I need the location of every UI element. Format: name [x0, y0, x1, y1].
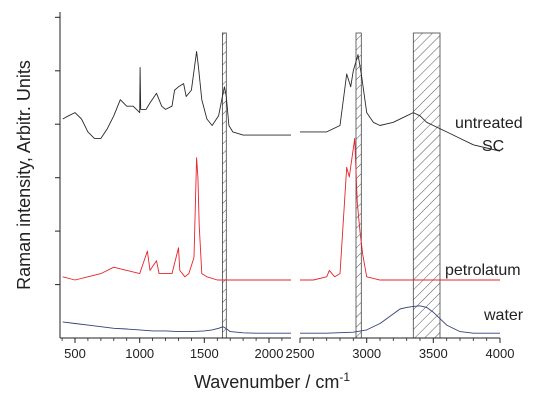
water-label: water	[483, 307, 524, 324]
highlight-region-3	[412, 32, 441, 339]
x-tick-label-2500: 2500	[286, 346, 315, 361]
x-tick-label-4000: 4000	[486, 346, 515, 361]
x-tick-label-1000: 1000	[125, 346, 154, 361]
petrolatum-label: petrolatum	[445, 262, 521, 279]
untreated-label-line1: untreated	[455, 115, 523, 132]
x-tick-label-1500: 1500	[190, 346, 219, 361]
axes: 500 1000 1500 2000 2500 3000 3500 4000	[55, 12, 514, 361]
y-axis-title: Raman intensity, Arbitr. Units	[14, 60, 34, 290]
x-axis-title-text: Wavenumber / cm	[194, 372, 339, 392]
x-axis-ticks: 500 1000 1500 2000 2500 3000 3500 4000	[61, 338, 515, 361]
x-tick-label-2000: 2000	[255, 346, 284, 361]
series-line-water-segment-2	[300, 305, 500, 334]
series-line-water-segment-1	[62, 321, 291, 334]
y-axis-ticks	[55, 16, 60, 286]
series-line-petrolatum-segment-2	[300, 137, 500, 281]
x-axis-title-exponent: -1	[339, 370, 350, 384]
series-line-petrolatum-segment-1	[62, 157, 291, 281]
x-axis-title: Wavenumber / cm-1	[194, 370, 350, 392]
x-tick-label-500: 500	[64, 346, 86, 361]
x-tick-label-3500: 3500	[419, 346, 448, 361]
untreated-label-line2: SC	[482, 138, 504, 155]
x-tick-label-3000: 3000	[352, 346, 381, 361]
highlight-regions	[221, 32, 441, 339]
series-line-untreated-SC-segment-1	[62, 50, 291, 139]
series-line-untreated-SC-segment-2	[300, 54, 501, 152]
spectra-series	[62, 50, 501, 334]
highlight-region-1	[221, 32, 227, 339]
